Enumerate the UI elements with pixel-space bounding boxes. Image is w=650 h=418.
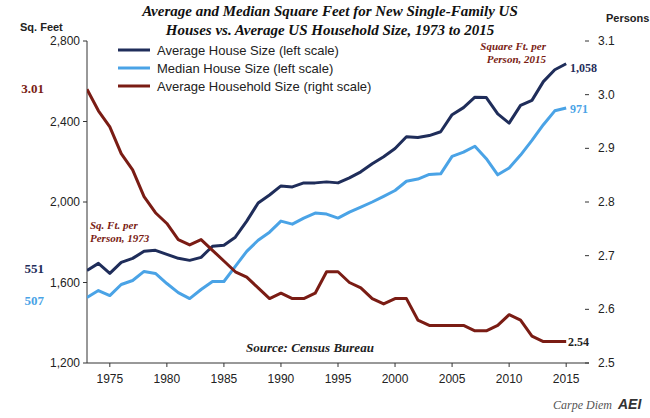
annotation: Source: Census Bureau xyxy=(246,340,374,355)
annotation: 551 xyxy=(25,261,45,276)
y-tick-label: 2,800 xyxy=(50,34,80,48)
x-tick xyxy=(223,363,224,367)
y2-tick xyxy=(585,363,589,364)
y2-tick xyxy=(585,255,589,256)
annotation: Square Ft. per xyxy=(480,40,546,52)
x-tick-label: 1980 xyxy=(154,372,181,386)
y-tick-label: 2,400 xyxy=(50,115,80,129)
y2-axis-label: Persons xyxy=(606,12,649,24)
x-tick xyxy=(109,363,110,367)
x-tick xyxy=(166,363,167,367)
y2-tick-label: 3.1 xyxy=(598,34,615,48)
y2-tick xyxy=(585,94,589,95)
y2-tick xyxy=(585,202,589,203)
x-tick-label: 1995 xyxy=(325,372,352,386)
legend-label: Average House Size (left scale) xyxy=(157,43,339,58)
series-line xyxy=(87,89,566,341)
x-tick-label: 2010 xyxy=(496,372,523,386)
legend-swatch xyxy=(118,67,150,70)
y-tick xyxy=(83,41,87,42)
annotation: Carpe Diem xyxy=(553,398,612,412)
annotation: 1,058 xyxy=(570,61,597,75)
y2-tick xyxy=(585,309,589,310)
x-tick xyxy=(509,363,510,367)
annotation: AEI xyxy=(617,396,642,412)
x-tick xyxy=(566,363,567,367)
legend-label: Median House Size (left scale) xyxy=(157,61,333,76)
annotation: Person, 2015 xyxy=(487,53,547,65)
legend-swatch xyxy=(118,85,150,88)
chart: Average and Median Square Feet for New S… xyxy=(0,0,650,418)
x-tick-label: 1985 xyxy=(211,372,238,386)
annotation: 507 xyxy=(25,293,45,308)
y2-tick-label: 2.9 xyxy=(598,141,615,155)
y-tick xyxy=(83,282,87,283)
annotation: Sq. Ft. per xyxy=(90,219,138,231)
x-tick xyxy=(338,363,339,367)
y-tick xyxy=(83,363,87,364)
y-tick-label: 1,200 xyxy=(50,356,80,370)
y2-tick-label: 3.0 xyxy=(598,88,615,102)
x-tick xyxy=(280,363,281,367)
y-tick xyxy=(83,121,87,122)
legend-label: Average Household Size (right scale) xyxy=(157,79,371,94)
series-line xyxy=(87,108,566,299)
y2-tick-label: 2.7 xyxy=(598,249,615,263)
x-tick-label: 2000 xyxy=(382,372,409,386)
x-tick xyxy=(395,363,396,367)
title: Houses vs. Average US Household Size, 19… xyxy=(165,22,495,38)
y2-tick-label: 2.5 xyxy=(598,356,615,370)
annotation: 2.54 xyxy=(568,335,589,349)
y-tick-label: 2,000 xyxy=(50,195,80,209)
annotation: Person, 1973 xyxy=(90,232,150,244)
annotation: 971 xyxy=(570,102,588,116)
title: Average and Median Square Feet for New S… xyxy=(141,3,518,19)
y2-tick xyxy=(585,41,589,42)
y-tick-label: 1,600 xyxy=(50,276,80,290)
y2-tick-label: 2.6 xyxy=(598,302,615,316)
x-tick-label: 1975 xyxy=(96,372,123,386)
legend-swatch xyxy=(118,49,150,52)
x-tick-label: 1990 xyxy=(268,372,295,386)
series-group xyxy=(87,64,566,342)
y2-tick xyxy=(585,148,589,149)
y2-tick-label: 2.8 xyxy=(598,195,615,209)
annotation: 3.01 xyxy=(21,81,44,96)
x-tick-label: 2005 xyxy=(439,372,466,386)
x-tick xyxy=(452,363,453,367)
x-tick-label: 2015 xyxy=(553,372,580,386)
y-axis-label: Sq. Feet xyxy=(20,21,63,33)
background xyxy=(0,0,650,418)
y-tick xyxy=(83,202,87,203)
